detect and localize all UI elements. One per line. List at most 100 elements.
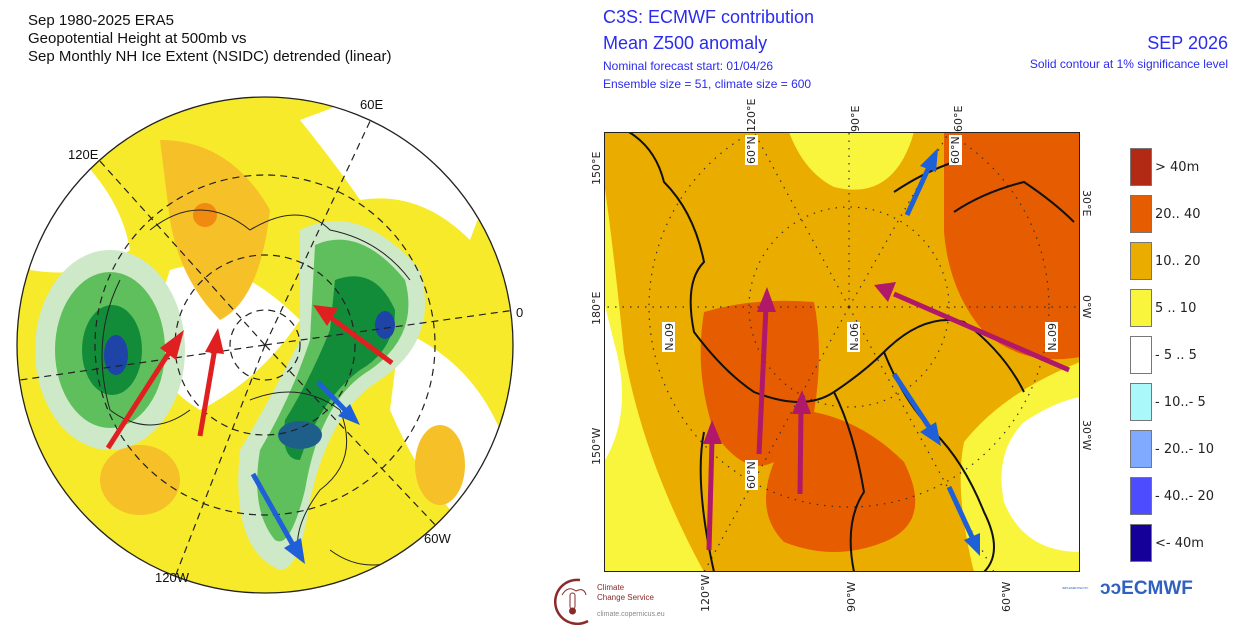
top-tick-90e: 90°E xyxy=(849,105,862,132)
map-boundary xyxy=(16,96,514,594)
blue-arrows xyxy=(891,148,980,556)
legend-swatch xyxy=(1130,383,1152,421)
right-anomaly-map xyxy=(604,132,1080,572)
legend-label: <- 40m xyxy=(1155,536,1204,551)
ensemble-size: Ensemble size = 51, climate size = 600 xyxy=(603,77,812,91)
right-map-title: C3S: ECMWF contribution xyxy=(603,7,815,27)
legend-label: 20.. 40 xyxy=(1155,207,1201,222)
red-arrow xyxy=(105,346,175,450)
c3s-name-line: Change Service xyxy=(597,593,654,602)
ecmwf-logo-icon: ↄↄ xyxy=(1100,578,1122,599)
red-arrow xyxy=(197,347,218,437)
blue-arrow xyxy=(946,485,975,539)
magenta-arrow-head xyxy=(703,420,722,444)
anomaly-neutral xyxy=(604,302,622,462)
blue-arrows xyxy=(250,380,360,564)
legend-swatch xyxy=(1130,195,1152,233)
c3s-logo-icon xyxy=(553,578,589,625)
left-tick-150w: 150°W xyxy=(590,427,603,465)
implemented-by: IMPLEMENTED BY xyxy=(1062,586,1089,590)
magenta-arrows xyxy=(703,282,1070,551)
blue-arrow xyxy=(891,372,932,429)
title-line: Geopotential Height at 500mb vs xyxy=(28,30,247,47)
left-map-title: Sep 1980-2025 ERA5 Geopotential Height a… xyxy=(28,12,391,66)
legend-swatch xyxy=(1130,430,1152,468)
lon-label-0: 0 xyxy=(516,305,524,320)
neutral-region xyxy=(150,265,300,410)
graticule xyxy=(604,132,1080,572)
right-tick-30e: 30°E xyxy=(1080,190,1093,217)
magenta-arrow xyxy=(797,409,804,495)
legend-label: 10.. 20 xyxy=(1155,254,1201,269)
legend-label: - 10..- 5 xyxy=(1155,395,1206,410)
legend-swatch xyxy=(1130,289,1152,327)
magenta-arrow xyxy=(893,291,1070,373)
neutral-region xyxy=(300,97,500,240)
strong-negative-anomaly xyxy=(375,311,395,339)
lat-label: 60°N xyxy=(745,460,758,490)
legend-label: 5 .. 10 xyxy=(1155,301,1197,316)
legend-swatch xyxy=(1130,242,1152,280)
valid-month: SEP 2026 xyxy=(1147,33,1228,53)
left-tick-180e: 180°E xyxy=(590,291,603,325)
right-tick-30w: 30°W xyxy=(1080,420,1093,451)
lat-label: 60°N xyxy=(949,135,962,165)
blue-arrow-head xyxy=(920,422,941,446)
anomaly-5-10 xyxy=(604,182,704,572)
magenta-arrow xyxy=(756,306,769,455)
legend-label: - 20..- 10 xyxy=(1155,442,1214,457)
forecast-start: Nominal forecast start: 01/04/26 xyxy=(603,59,774,73)
strong-negative-anomaly xyxy=(278,421,322,449)
left-tick-150e: 150°E xyxy=(590,151,603,185)
lon-label-60w: 60W xyxy=(424,531,451,546)
negative-anomaly xyxy=(284,276,395,460)
legend-label: > 40m xyxy=(1155,160,1200,175)
lat-label: 60°N xyxy=(1045,322,1058,352)
anomaly-5-10 xyxy=(789,132,914,190)
red-arrow-head xyxy=(205,328,224,354)
positive-anomaly xyxy=(415,425,465,505)
legend-label: - 5 .. 5 xyxy=(1155,348,1197,363)
magenta-arrow-head xyxy=(757,287,776,312)
left-polar-map xyxy=(16,96,514,594)
red-arrows xyxy=(105,305,394,450)
right-map-subtitle: Mean Z500 anomaly xyxy=(603,33,768,53)
magenta-arrow-head xyxy=(874,282,896,302)
positive-anomaly xyxy=(100,445,180,515)
blue-arrow xyxy=(250,472,296,547)
bottom-tick-60w: 60°W xyxy=(1000,581,1013,612)
blue-arrow-head xyxy=(338,404,360,425)
right-tick-0w: 0°W xyxy=(1080,295,1093,319)
lon-label-60e: 60E xyxy=(360,97,384,112)
positive-anomaly xyxy=(160,140,270,320)
c3s-url[interactable]: climate.copernicus.eu xyxy=(597,611,665,618)
title-line: Sep Monthly NH Ice Extent (NSIDC) detren… xyxy=(28,48,392,65)
legend-swatch xyxy=(1130,524,1152,562)
legend-label: - 40..- 20 xyxy=(1155,489,1214,504)
significance-note: Solid contour at 1% significance level xyxy=(1029,57,1228,71)
blue-arrow xyxy=(904,165,932,217)
graticule xyxy=(19,99,513,591)
positive-anomaly-core xyxy=(193,203,217,227)
title-line: Sep 1980-2025 ERA5 xyxy=(28,12,174,29)
lon-label-120w: 120W xyxy=(155,570,189,585)
blue-arrow-head xyxy=(920,148,938,172)
legend-swatch xyxy=(1130,148,1152,186)
lat-label-pole: 90°N xyxy=(847,322,860,352)
strong-negative-anomaly xyxy=(104,335,128,375)
legend-swatch xyxy=(1130,477,1152,515)
bottom-tick-90w: 90°W xyxy=(845,581,858,612)
lat-label: 60°N xyxy=(745,135,758,165)
bottom-tick-120w: 120°W xyxy=(699,574,712,612)
c3s-name-line: Climate xyxy=(597,583,625,592)
ecmwf-logo: ↄↄECMWF xyxy=(1100,578,1193,600)
red-arrow xyxy=(328,314,394,366)
c3s-name: Climate Change Service xyxy=(597,583,654,603)
red-arrow-head xyxy=(160,330,184,360)
coastline xyxy=(101,209,421,566)
blue-arrow-head xyxy=(964,533,980,556)
magenta-arrow xyxy=(706,439,715,551)
red-arrow-head xyxy=(313,305,338,326)
ecmwf-wordmark: ECMWF xyxy=(1121,578,1193,599)
legend-swatch xyxy=(1130,336,1152,374)
